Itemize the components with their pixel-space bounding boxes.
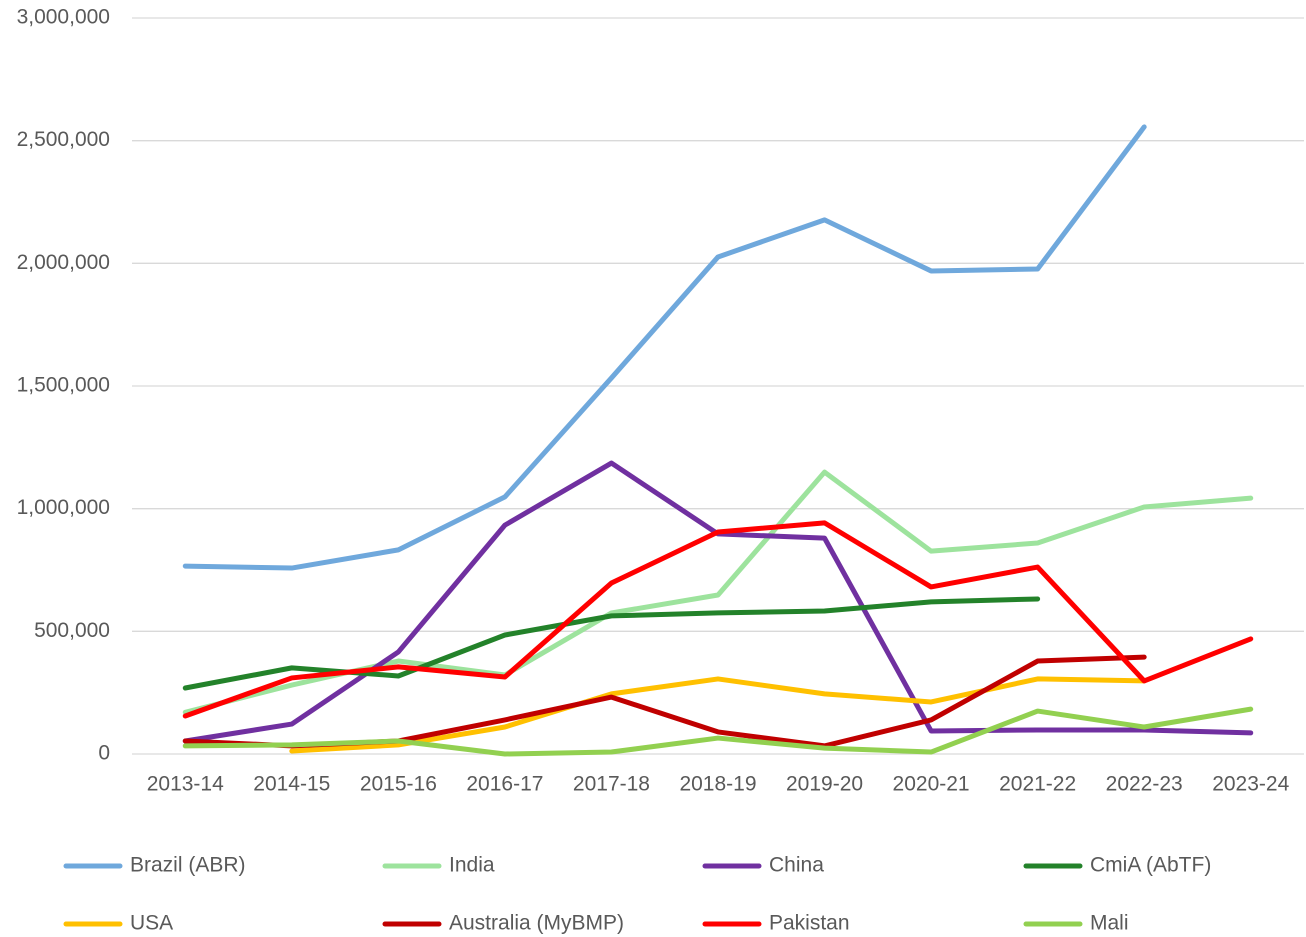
y-tick-label: 3,000,000 xyxy=(17,6,110,29)
x-tick-label: 2018-19 xyxy=(679,773,756,796)
x-tick-label: 2017-18 xyxy=(573,773,650,796)
y-tick-label: 2,500,000 xyxy=(17,128,110,151)
series-line xyxy=(182,596,1041,691)
y-tick-label: 500,000 xyxy=(34,619,110,642)
x-tick-label: 2019-20 xyxy=(786,773,863,796)
x-tick-label: 2023-24 xyxy=(1212,773,1289,796)
y-tick-label: 1,000,000 xyxy=(17,496,110,519)
x-tick-label: 2013-14 xyxy=(147,773,224,796)
legend-label: Brazil (ABR) xyxy=(130,854,246,877)
series-line xyxy=(182,706,1254,757)
y-tick-label: 2,000,000 xyxy=(17,251,110,274)
series-line xyxy=(182,520,1254,719)
x-tick-label: 2020-21 xyxy=(893,773,970,796)
legend-label: Pakistan xyxy=(769,912,850,935)
y-tick-label: 0 xyxy=(98,742,110,765)
legend-label: Mali xyxy=(1090,912,1129,935)
legend-label: China xyxy=(769,854,824,877)
legend-label: Australia (MyBMP) xyxy=(449,912,624,935)
legend-label: USA xyxy=(130,912,173,935)
x-tick-label: 2015-16 xyxy=(360,773,437,796)
x-tick-label: 2014-15 xyxy=(253,773,330,796)
series-line xyxy=(182,460,1254,744)
x-tick-label: 2021-22 xyxy=(999,773,1076,796)
x-tick-label: 2016-17 xyxy=(466,773,543,796)
y-tick-label: 1,500,000 xyxy=(17,374,110,397)
series-line xyxy=(182,124,1147,571)
series-line xyxy=(289,676,1147,754)
legend-label: India xyxy=(449,854,495,877)
legend-label: CmiA (AbTF) xyxy=(1090,854,1211,877)
x-tick-label: 2022-23 xyxy=(1106,773,1183,796)
